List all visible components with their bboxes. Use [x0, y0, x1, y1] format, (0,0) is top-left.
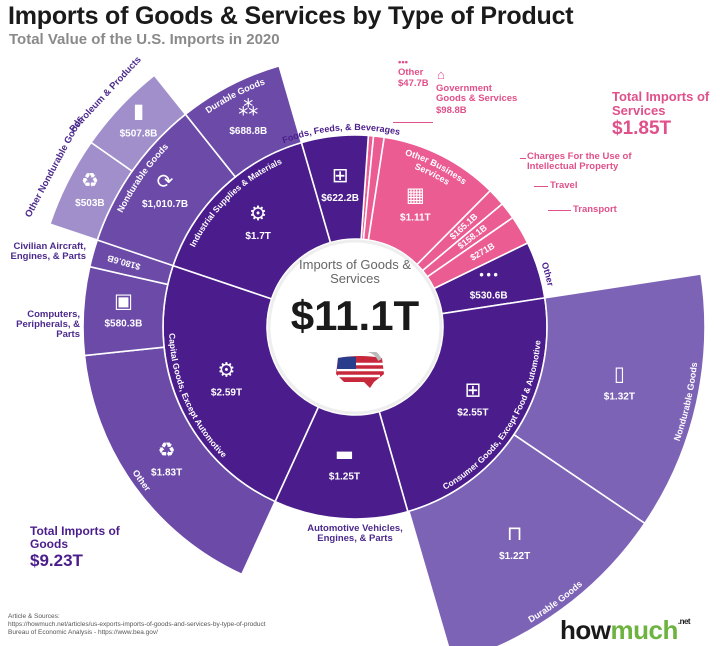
cycle-gear-icon: ⟳ — [157, 169, 174, 193]
segment-petroleum-products — [90, 74, 187, 173]
segment-value: $1.32T — [604, 392, 635, 403]
recycle-icon: ♻ — [81, 168, 99, 192]
label-services-other: Other — [398, 67, 424, 78]
pulley-icon: ⚙ — [218, 358, 236, 382]
office-building-icon: ▦ — [406, 182, 425, 206]
oil-barrel-icon: ▮ — [133, 99, 144, 123]
label-government: Government Goods & Services — [436, 83, 518, 104]
more-icon: ••• — [478, 268, 499, 282]
more-icon: ••• — [398, 57, 408, 68]
label-intellectual-property: Charges For the Use of Intellectual Prop… — [527, 151, 632, 172]
shopping-basket-icon: ⊞ — [464, 378, 481, 402]
recycle-icon: ♻ — [158, 437, 176, 461]
source-link[interactable]: https://howmuch.net/articles/us-exports-… — [8, 621, 266, 628]
segment-value: $1,010.7B — [142, 199, 188, 210]
segment-durable-goods — [184, 64, 303, 178]
label-transport: Transport — [573, 204, 617, 215]
materials-icon: ⁂ — [238, 96, 258, 120]
center-circle — [267, 239, 443, 415]
label-computers: Computers, Peripherals, & Parts — [16, 309, 80, 340]
segment-value: $503B — [75, 198, 104, 209]
segment-value: $1.83T — [151, 467, 182, 478]
furniture-icon: ⊓ — [507, 521, 523, 545]
segment-foods-feeds-beverages — [300, 134, 370, 244]
segment-value: $2.59T — [211, 388, 242, 399]
segment-value: $1.11T — [400, 212, 431, 223]
total-services: Total Imports of Services $1.85T — [612, 90, 712, 140]
usa-flag-map-icon — [336, 352, 384, 388]
total-goods: Total Imports of Goods $9.23T — [30, 525, 120, 571]
segment-value: $530.6B — [470, 290, 508, 301]
segment-value: $580.3B — [105, 318, 143, 329]
leader-line — [520, 158, 526, 159]
label-automotive: Automotive Vehicles, Engines, & Parts — [307, 523, 403, 544]
segment-durable-goods — [407, 433, 646, 646]
value-services-other: $47.7B — [398, 78, 429, 89]
segment-value: $622.2B — [321, 193, 359, 204]
computer-icon: ▣ — [114, 288, 133, 312]
center-value: $11.1T — [290, 292, 420, 339]
factory-gear-icon: ⚙ — [249, 201, 267, 225]
total-goods-value: $9.23T — [30, 551, 83, 570]
segment-value: $688.8B — [229, 126, 267, 137]
logo-part: much — [610, 615, 679, 645]
page-subtitle: Total Value of the U.S. Imports in 2020 — [9, 31, 280, 48]
total-services-label: Total Imports of Services — [612, 89, 710, 118]
logo-suffix: .net — [677, 617, 691, 626]
car-icon: ▬ — [335, 442, 354, 466]
bottle-icon: ▯ — [614, 362, 625, 386]
center-label: Imports of Goods & Services — [299, 257, 411, 286]
logo-part: how — [560, 615, 611, 645]
sources-heading: Article & Sources: — [8, 613, 60, 620]
food-basket-icon: ⊞ — [332, 163, 349, 187]
total-goods-label: Total Imports of Goods — [30, 524, 120, 551]
leader-line — [548, 210, 571, 211]
segment-value: $507.8B — [120, 129, 158, 140]
page-title: Imports of Goods & Services by Type of P… — [8, 2, 574, 30]
value-government: $98.8B — [436, 105, 467, 116]
segment-value: $1.7T — [245, 231, 271, 242]
label-civilian-aircraft: Civilian Aircraft, Engines, & Parts — [10, 241, 87, 262]
label-travel: Travel — [550, 180, 578, 191]
segment-value: $2.55T — [457, 408, 488, 419]
total-services-value: $1.85T — [612, 118, 672, 139]
leader-line — [534, 186, 548, 187]
segment-value: $1.22T — [499, 551, 530, 562]
source-link[interactable]: Bureau of Economic Analysis - https://ww… — [8, 629, 158, 636]
government-building-icon: ⌂ — [437, 67, 445, 82]
howmuch-logo: howmuch.net — [560, 615, 691, 646]
segment-value: $1.25T — [329, 472, 360, 483]
sources: Article & Sources: https://howmuch.net/a… — [8, 613, 266, 637]
leader-line — [393, 122, 433, 123]
